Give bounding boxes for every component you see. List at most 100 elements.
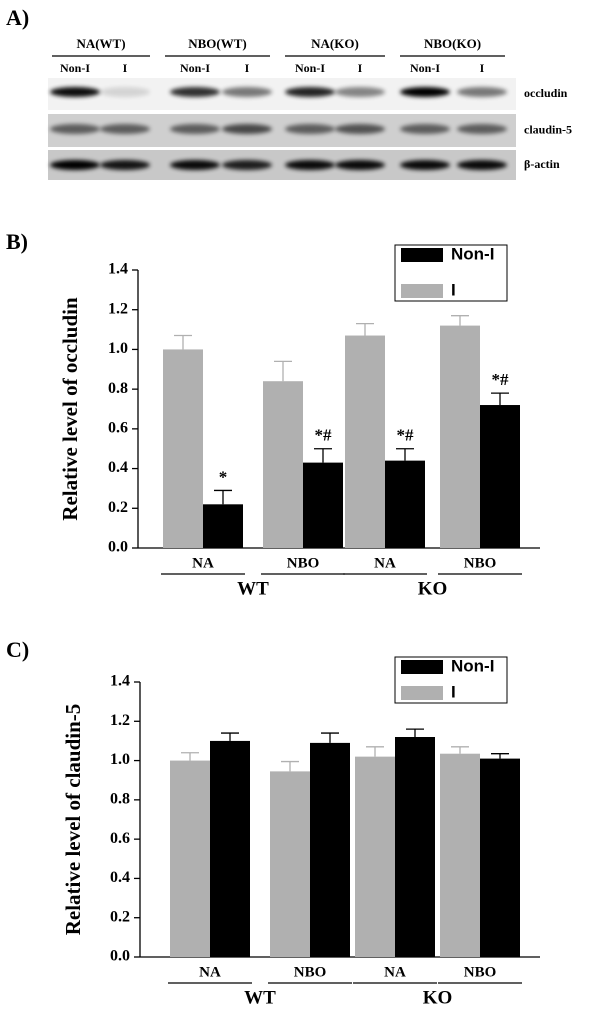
significance-mark: *# — [492, 370, 510, 389]
x-tick-label: NA — [374, 555, 396, 571]
error-bar — [366, 746, 384, 757]
group-label: KO — [418, 578, 448, 599]
y-axis-title: Relative level of occludin — [58, 297, 82, 521]
y-tick-label: 0.8 — [110, 791, 130, 808]
error-bar — [406, 728, 424, 737]
blot-band — [170, 87, 220, 97]
blot-band — [335, 160, 385, 170]
bar — [210, 740, 250, 957]
blot-lane-label: Non-I — [295, 61, 325, 75]
legend-swatch — [401, 686, 443, 700]
bar — [385, 460, 425, 548]
legend-label: I — [451, 280, 456, 299]
panel-label: B) — [6, 229, 28, 254]
bar — [480, 405, 520, 548]
blot-band — [100, 87, 150, 97]
error-bar — [174, 334, 192, 350]
error-bar — [214, 489, 232, 505]
blot-group-label: NBO(WT) — [188, 36, 247, 51]
blot-lane-label: Non-I — [180, 61, 210, 75]
blot-lane-label: I — [245, 61, 250, 75]
bar — [480, 758, 520, 957]
error-bar — [181, 752, 199, 761]
legend-label: Non-I — [451, 244, 494, 263]
bar — [303, 462, 343, 548]
blot-group-label: NBO(KO) — [424, 36, 481, 51]
y-tick-label: 0.0 — [110, 948, 130, 965]
blot-band — [400, 124, 450, 134]
legend-swatch — [401, 248, 443, 262]
blot-band — [170, 160, 220, 170]
blot-lane-label: I — [358, 61, 363, 75]
blot-lane-label: I — [123, 61, 128, 75]
bar — [440, 753, 480, 957]
legend-swatch — [401, 284, 443, 298]
x-tick-label: NBO — [464, 964, 497, 980]
bar — [310, 742, 350, 957]
bar — [345, 335, 385, 548]
blot-band — [457, 160, 507, 170]
error-bar — [451, 746, 469, 754]
y-tick-label: 0.2 — [108, 499, 128, 516]
blot-band — [400, 160, 450, 170]
y-tick-label: 0.4 — [108, 459, 128, 476]
legend-swatch — [401, 660, 443, 674]
y-tick-label: 0.6 — [108, 420, 128, 437]
y-tick-label: 0.4 — [110, 869, 130, 886]
error-bar — [396, 448, 414, 461]
x-tick-label: NA — [384, 964, 406, 980]
blot-lane-label: Non-I — [60, 61, 90, 75]
error-bar — [314, 448, 332, 463]
error-bar — [491, 753, 509, 759]
y-axis-title: Relative level of claudin-5 — [61, 704, 85, 936]
error-bar — [321, 732, 339, 743]
y-tick-label: 1.2 — [110, 712, 130, 729]
y-tick-label: 1.0 — [110, 751, 130, 768]
blot-band — [222, 160, 272, 170]
significance-mark: * — [219, 467, 228, 486]
y-tick-label: 0.8 — [108, 380, 128, 397]
group-label: WT — [237, 578, 269, 599]
y-tick-label: 1.2 — [108, 300, 128, 317]
error-bar — [274, 360, 292, 382]
blot-band — [457, 124, 507, 134]
legend-label: I — [451, 682, 456, 701]
bar — [270, 771, 310, 957]
blot-band — [50, 160, 100, 170]
bar — [440, 325, 480, 548]
y-tick-label: 1.4 — [108, 261, 128, 278]
blot-band — [100, 160, 150, 170]
blot-band — [222, 124, 272, 134]
y-tick-label: 1.0 — [108, 340, 128, 357]
bar — [395, 737, 435, 957]
bar — [203, 504, 243, 548]
y-tick-label: 0.6 — [110, 830, 130, 847]
blot-band — [170, 124, 220, 134]
x-tick-label: NA — [192, 555, 214, 571]
group-label: WT — [244, 987, 276, 1008]
blot-lane-label: I — [480, 61, 485, 75]
group-label: KO — [423, 987, 453, 1008]
error-bar — [221, 732, 239, 741]
legend-label: Non-I — [451, 656, 494, 675]
panel-label: A) — [6, 5, 29, 30]
blot-lane-label: Non-I — [410, 61, 440, 75]
y-tick-label: 0.0 — [108, 539, 128, 556]
bar — [355, 756, 395, 957]
panel-label: C) — [6, 637, 29, 662]
blot-band — [285, 87, 335, 97]
blot-band — [50, 87, 100, 97]
blot-group-label: NA(KO) — [311, 36, 359, 51]
blot-row-label: β-actin — [524, 157, 560, 171]
blot-band — [335, 124, 385, 134]
error-bar — [281, 760, 299, 772]
bar — [263, 381, 303, 548]
blot-group-label: NA(WT) — [76, 36, 125, 51]
blot-band — [100, 124, 150, 134]
blot-band — [457, 87, 507, 97]
blot-row-label: occludin — [524, 86, 568, 100]
bar — [163, 349, 203, 548]
x-tick-label: NBO — [464, 555, 497, 571]
blot-band — [285, 160, 335, 170]
